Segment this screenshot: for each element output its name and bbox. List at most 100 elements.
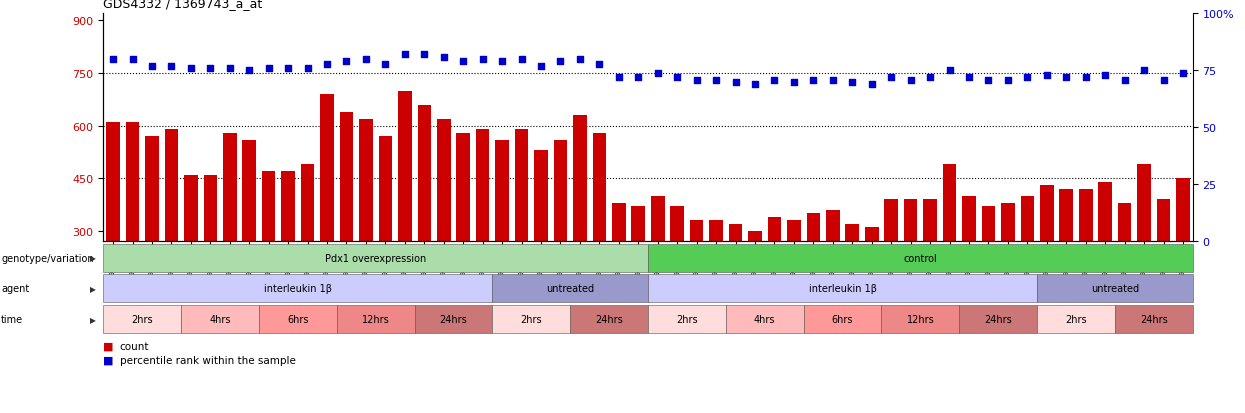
Text: 6hrs: 6hrs — [832, 314, 853, 324]
Point — [162, 63, 182, 70]
Bar — [710, 221, 723, 242]
Point — [647, 70, 667, 77]
Text: 12hrs: 12hrs — [906, 314, 934, 324]
Point — [298, 66, 317, 72]
Point — [687, 77, 707, 83]
Bar — [787, 221, 801, 242]
Bar — [554, 140, 568, 242]
Point — [667, 75, 687, 81]
Text: interleukin 1β: interleukin 1β — [264, 284, 332, 294]
Point — [1114, 77, 1134, 83]
Point — [356, 57, 376, 63]
Text: 12hrs: 12hrs — [362, 314, 390, 324]
Bar — [670, 206, 684, 242]
Text: 2hrs: 2hrs — [132, 314, 153, 324]
Bar — [106, 123, 120, 242]
Point — [998, 77, 1018, 83]
Bar — [476, 130, 489, 242]
Text: count: count — [120, 341, 149, 351]
Text: untreated: untreated — [1091, 284, 1139, 294]
Point — [415, 52, 435, 59]
Text: ▶: ▶ — [91, 284, 96, 293]
Point — [122, 57, 142, 63]
Bar — [728, 224, 742, 242]
Text: 2hrs: 2hrs — [676, 314, 697, 324]
Bar — [514, 130, 528, 242]
Bar — [962, 196, 976, 242]
Bar — [1137, 165, 1150, 242]
Text: 24hrs: 24hrs — [1140, 314, 1168, 324]
Point — [862, 81, 881, 88]
Point — [1134, 68, 1154, 75]
Bar — [320, 95, 334, 242]
Text: ▶: ▶ — [91, 254, 96, 263]
Point — [784, 79, 804, 86]
Point — [940, 68, 960, 75]
Bar — [496, 140, 509, 242]
Point — [959, 75, 979, 81]
Point — [395, 52, 415, 59]
Text: 2hrs: 2hrs — [1066, 314, 1087, 324]
Bar — [613, 203, 626, 242]
Point — [609, 75, 629, 81]
Point — [900, 77, 920, 83]
Bar — [942, 165, 956, 242]
Point — [103, 57, 123, 63]
Point — [317, 61, 337, 68]
Text: 24hrs: 24hrs — [985, 314, 1012, 324]
Text: control: control — [904, 253, 937, 263]
Point — [473, 57, 493, 63]
Text: 4hrs: 4hrs — [754, 314, 776, 324]
Bar — [340, 112, 354, 242]
Bar — [573, 116, 586, 242]
Point — [803, 77, 823, 83]
Text: GDS4332 / 1369743_a_at: GDS4332 / 1369743_a_at — [103, 0, 263, 10]
Bar — [126, 123, 139, 242]
Bar — [359, 119, 372, 242]
Point — [629, 75, 649, 81]
Bar — [1157, 199, 1170, 242]
Text: 24hrs: 24hrs — [595, 314, 622, 324]
Point — [239, 68, 259, 75]
Bar — [261, 172, 275, 242]
Bar — [651, 196, 665, 242]
Bar — [690, 221, 703, 242]
Point — [570, 57, 590, 63]
Point — [920, 75, 940, 81]
Bar — [281, 172, 295, 242]
Point — [200, 66, 220, 72]
Bar — [243, 140, 256, 242]
Point — [259, 66, 279, 72]
Point — [1037, 73, 1057, 79]
Bar — [924, 199, 937, 242]
Bar — [748, 231, 762, 242]
Bar — [203, 175, 217, 242]
Text: 6hrs: 6hrs — [288, 314, 309, 324]
Bar — [223, 133, 237, 242]
Bar — [184, 175, 198, 242]
Bar — [1059, 189, 1073, 242]
Bar — [1021, 196, 1035, 242]
Text: interleukin 1β: interleukin 1β — [808, 284, 876, 294]
Point — [726, 79, 746, 86]
Text: ▶: ▶ — [91, 315, 96, 324]
Point — [764, 77, 784, 83]
Bar — [631, 206, 645, 242]
Text: ■: ■ — [103, 341, 117, 351]
Text: 24hrs: 24hrs — [439, 314, 467, 324]
Point — [1096, 73, 1116, 79]
Bar — [398, 91, 412, 242]
Bar — [825, 210, 839, 242]
Point — [492, 59, 512, 65]
Text: time: time — [1, 314, 24, 324]
Bar — [378, 137, 392, 242]
Text: agent: agent — [1, 284, 30, 294]
Text: percentile rank within the sample: percentile rank within the sample — [120, 355, 295, 365]
Point — [745, 81, 764, 88]
Bar — [437, 119, 451, 242]
Point — [589, 61, 609, 68]
Bar — [301, 165, 315, 242]
Point — [433, 54, 453, 61]
Bar — [1040, 186, 1053, 242]
Text: Pdx1 overexpression: Pdx1 overexpression — [325, 253, 426, 263]
